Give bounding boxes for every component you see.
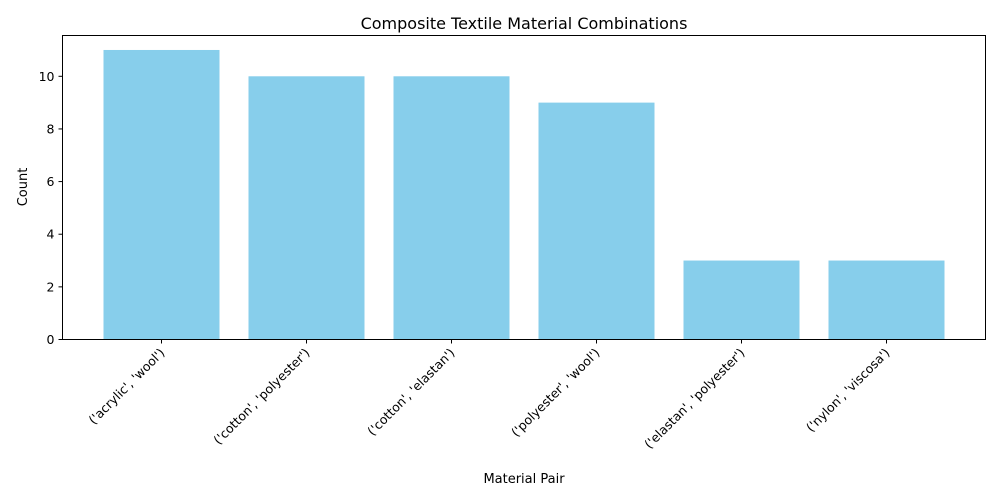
plot-frame xyxy=(62,35,986,340)
x-tick-label: ('cotton', 'polyester') xyxy=(210,345,312,447)
y-tick-label: 0 xyxy=(47,332,55,347)
bars-group xyxy=(103,49,945,340)
x-tick-label: ('polyester', 'wool') xyxy=(508,345,603,440)
bar xyxy=(103,49,220,340)
x-axis-ticks: ('acrylic', 'wool') ('cotton', 'polyester… xyxy=(85,339,893,452)
y-tick-label: 10 xyxy=(39,69,55,84)
y-tick-label: 2 xyxy=(47,279,55,294)
y-tick-label: 6 xyxy=(47,174,55,189)
bar xyxy=(248,76,365,340)
x-axis-label: Material Pair xyxy=(483,472,565,487)
bar xyxy=(683,260,800,340)
y-tick-label: 4 xyxy=(47,227,55,242)
x-tick-label: ('cotton', 'elastan') xyxy=(364,345,457,438)
bar xyxy=(538,102,655,340)
bar xyxy=(393,76,510,340)
y-tick-label: 8 xyxy=(47,121,55,136)
bar xyxy=(828,260,945,340)
y-axis-label: Count xyxy=(16,168,31,207)
chart-title: Composite Textile Material Combinations xyxy=(361,14,688,33)
y-axis-ticks: 0 2 4 6 8 10 xyxy=(39,69,63,347)
x-tick-label: ('nylon', 'viscosa') xyxy=(803,345,893,435)
x-tick-label: ('elastan', 'polyester') xyxy=(641,345,748,452)
x-tick-label: ('acrylic', 'wool') xyxy=(85,345,167,427)
